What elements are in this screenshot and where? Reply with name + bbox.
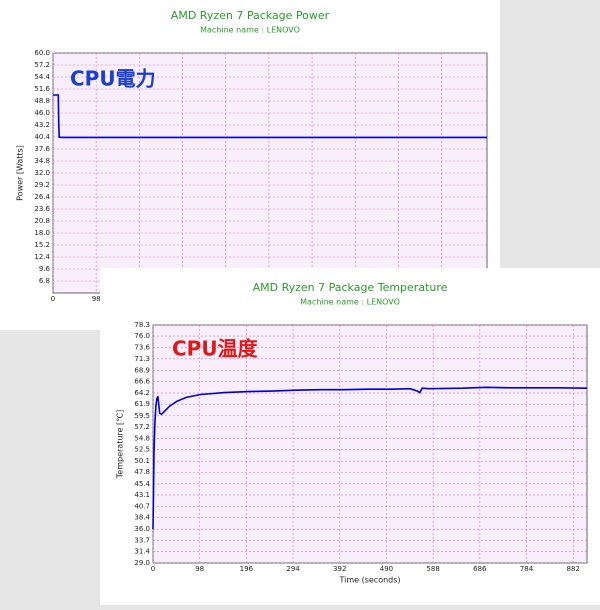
x-tick-label: 98 — [92, 295, 101, 303]
x-tick-label: 294 — [286, 565, 300, 573]
y-tick-label: 60.0 — [34, 49, 50, 57]
plot-area — [152, 324, 588, 564]
y-tick-label: 54.8 — [134, 434, 150, 442]
y-tick-label: 31.4 — [134, 547, 150, 555]
y-tick-label: 73.6 — [134, 344, 150, 352]
y-tick-label: 50.1 — [134, 457, 150, 465]
y-tick-label: 36.0 — [134, 525, 150, 533]
y-tick-label: 59.5 — [134, 412, 150, 420]
y-tick-label: 40.4 — [34, 133, 50, 141]
y-tick-label: 47.8 — [134, 468, 150, 476]
chart-subtitle: Machine name : LENOVO — [200, 26, 300, 35]
y-tick-label: 71.3 — [134, 355, 150, 363]
annotation: CPU電力 — [70, 67, 156, 91]
data-line — [53, 94, 487, 139]
y-tick-label: 23.6 — [34, 205, 50, 213]
chart-title: AMD Ryzen 7 Package Temperature — [253, 281, 448, 294]
y-tick-label: 9.6 — [39, 265, 51, 273]
y-tick-label: 15.2 — [34, 241, 50, 249]
chart-panel: AMD Ryzen 7 Package Temperature Machine n… — [100, 268, 600, 605]
y-tick-label: 33.7 — [134, 536, 150, 544]
y-tick-label: 66.6 — [134, 377, 150, 385]
x-tick-label: 686 — [473, 565, 487, 573]
y-tick-label: 37.6 — [34, 145, 50, 153]
x-tick-label: 0 — [151, 565, 155, 573]
y-tick-label: 32.0 — [34, 169, 50, 177]
y-tick-label: 78.3 — [134, 321, 150, 329]
x-tick-label: 392 — [333, 565, 346, 573]
y-tick-label: 57.2 — [134, 423, 150, 431]
x-tick-label: 490 — [380, 565, 393, 573]
y-tick-label: 12.4 — [34, 253, 50, 261]
data-line — [152, 386, 588, 530]
y-tick-label: 18.0 — [34, 229, 50, 237]
y-tick-label: 29.2 — [34, 181, 50, 189]
y-tick-label: 57.2 — [34, 61, 50, 69]
x-tick-label: 588 — [426, 565, 439, 573]
y-tick-label: 76.0 — [134, 332, 150, 340]
y-axis-label: Power [Watts] — [16, 145, 25, 201]
y-tick-label: 29.0 — [134, 559, 150, 567]
y-axis-label: Temperature [℃] — [116, 410, 125, 479]
y-tick-label: 61.9 — [134, 400, 150, 408]
y-tick-label: 68.9 — [134, 366, 150, 374]
y-tick-label: 40.7 — [134, 503, 150, 511]
y-tick-label: 38.4 — [134, 514, 150, 522]
y-tick-label: 43.2 — [34, 121, 50, 129]
y-tick-label: 26.4 — [34, 193, 50, 201]
y-tick-label: 64.2 — [134, 389, 150, 397]
y-tick-label: 6.8 — [39, 277, 50, 285]
chart-title: AMD Ryzen 7 Package Power — [171, 9, 330, 22]
x-tick-label: 882 — [566, 565, 579, 573]
x-tick-label: 784 — [520, 565, 534, 573]
y-tick-label: 52.5 — [134, 446, 150, 454]
y-tick-label: 51.6 — [34, 85, 50, 93]
y-tick-label: 43.1 — [134, 491, 150, 499]
y-tick-label: 34.8 — [34, 157, 50, 165]
x-tick-label: 98 — [195, 565, 204, 573]
y-tick-label: 46.0 — [34, 109, 50, 117]
chart-subtitle: Machine name : LENOVO — [300, 298, 400, 307]
x-tick-label: 0 — [51, 295, 55, 303]
y-tick-label: 54.4 — [34, 73, 50, 81]
y-tick-label: 48.8 — [34, 97, 50, 105]
x-axis-label: Time (seconds) — [338, 576, 400, 585]
annotation: CPU温度 — [172, 337, 259, 361]
x-tick-label: 196 — [240, 565, 254, 573]
y-tick-label: 45.4 — [134, 480, 150, 488]
y-tick-label: 20.8 — [34, 217, 50, 225]
